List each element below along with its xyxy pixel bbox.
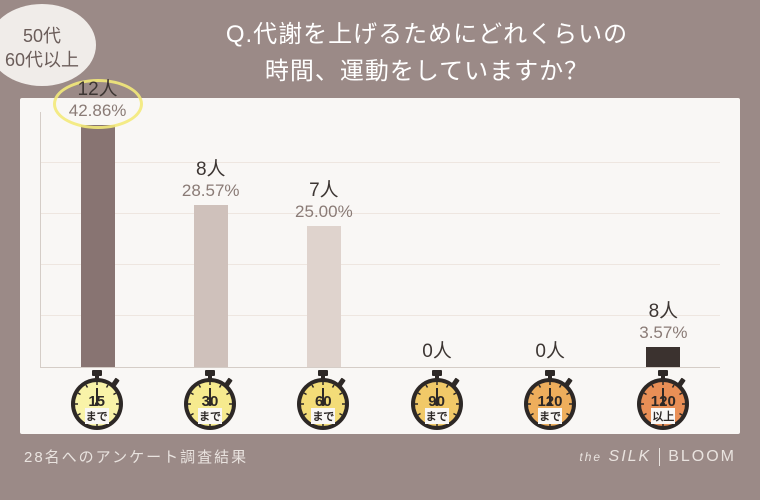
bar-count: 8人 bbox=[154, 154, 267, 181]
bar-count: 0人 bbox=[494, 336, 607, 363]
stopwatch-suffix: 以上 bbox=[651, 408, 675, 424]
footer-note: 28名へのアンケート調査結果 bbox=[24, 446, 248, 467]
chart-container: 12人42.86%8人28.57%7人25.00%0人0人8人3.57% 15分… bbox=[20, 98, 740, 434]
bar-count: 8人 bbox=[607, 296, 720, 323]
bars-group: 12人42.86%8人28.57%7人25.00%0人0人8人3.57% bbox=[41, 112, 720, 367]
bar-0: 12人42.86% bbox=[41, 112, 154, 367]
stopwatch-suffix: まで bbox=[538, 408, 562, 424]
bar-rect bbox=[646, 347, 680, 367]
bar-1: 8人28.57% bbox=[154, 112, 267, 367]
bar-rect bbox=[194, 205, 228, 367]
stopwatch-icon: 60分まで bbox=[293, 370, 353, 432]
stopwatch-suffix: まで bbox=[311, 408, 335, 424]
bar-count: 0人 bbox=[380, 336, 493, 363]
bar-label: 0人 bbox=[380, 336, 493, 363]
question-line1: Q.代謝を上げるためにどれくらいの bbox=[114, 16, 740, 53]
bar-5: 8人3.57% bbox=[607, 112, 720, 367]
x-axis: 15分まで 30分まで 60分まで bbox=[40, 370, 720, 432]
stopwatch-suffix: まで bbox=[198, 408, 222, 424]
bar-label: 12人42.86% bbox=[41, 74, 154, 121]
footer: 28名へのアンケート調査結果 the SILK BLOOM bbox=[0, 434, 760, 467]
bar-count: 12人 bbox=[41, 74, 154, 101]
bar-4: 0人 bbox=[494, 112, 607, 367]
survey-question: Q.代謝を上げるためにどれくらいの 時間、運動をしていますか？ bbox=[114, 12, 740, 90]
bar-percent: 3.57% bbox=[607, 323, 720, 343]
stopwatch-icon: 15分まで bbox=[67, 370, 127, 432]
stopwatch-suffix: まで bbox=[85, 408, 109, 424]
stopwatch-icon: 120分以上 bbox=[633, 370, 693, 432]
bar-2: 7人25.00% bbox=[267, 112, 380, 367]
brand-silk: the SILK bbox=[579, 448, 651, 466]
bar-label: 7人25.00% bbox=[267, 175, 380, 222]
bar-percent: 25.00% bbox=[267, 202, 380, 222]
bar-label: 0人 bbox=[494, 336, 607, 363]
bar-rect bbox=[307, 226, 341, 368]
badge-line1: 50代 bbox=[23, 24, 61, 48]
badge-line2: 60代以上 bbox=[5, 48, 79, 72]
bar-percent: 28.57% bbox=[154, 181, 267, 201]
stopwatch-icon: 120分まで bbox=[520, 370, 580, 432]
bar-count: 7人 bbox=[267, 175, 380, 202]
stopwatch-suffix: まで bbox=[425, 408, 449, 424]
bar-label: 8人28.57% bbox=[154, 154, 267, 201]
plot-area: 12人42.86%8人28.57%7人25.00%0人0人8人3.57% bbox=[40, 112, 720, 368]
brand-mark: the SILK BLOOM bbox=[579, 448, 736, 466]
question-line2: 時間、運動をしていますか？ bbox=[114, 53, 740, 90]
bar-3: 0人 bbox=[380, 112, 493, 367]
stopwatch-icon: 30分まで bbox=[180, 370, 240, 432]
brand-bloom: BLOOM bbox=[668, 448, 736, 466]
stopwatch-icon: 90分まで bbox=[407, 370, 467, 432]
bar-label: 8人3.57% bbox=[607, 296, 720, 343]
brand-separator bbox=[659, 448, 660, 466]
bar-percent: 42.86% bbox=[41, 101, 154, 121]
bar-rect bbox=[81, 125, 115, 368]
